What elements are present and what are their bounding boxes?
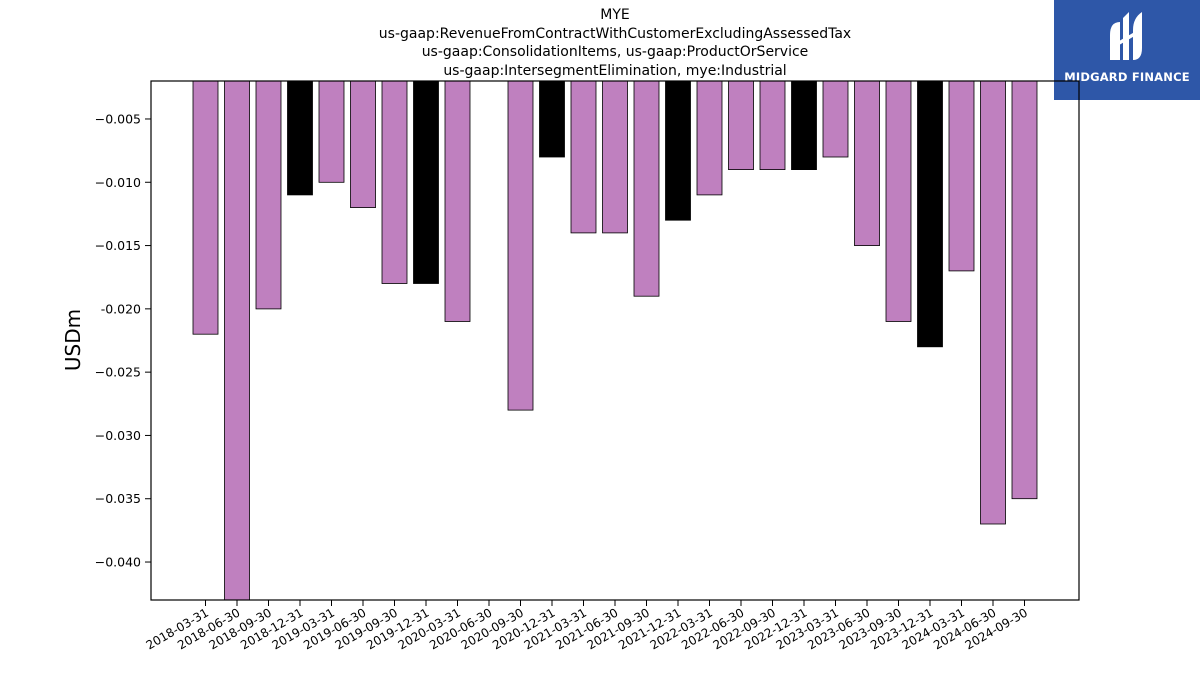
- bar-2019-12-31: [413, 81, 439, 284]
- chart-title-line: us-gaap:ConsolidationItems, us-gaap:Prod…: [421, 44, 809, 60]
- bar-2018-03-31: [192, 81, 219, 335]
- bar-2024-09-30: [1011, 81, 1038, 500]
- bar-2023-06-30: [854, 81, 880, 247]
- x-axis: 2018-03-312018-06-302018-09-302018-12-31…: [144, 600, 1030, 652]
- y-tick-label: −0.030: [95, 428, 141, 443]
- bar-2024-06-30: [980, 81, 1006, 525]
- bar-2023-03-31: [822, 81, 849, 158]
- bar-2021-03-31: [570, 81, 597, 234]
- bar-2020-03-31: [444, 81, 471, 322]
- bar-2019-06-30: [350, 81, 376, 208]
- bar-2019-09-30: [381, 81, 408, 284]
- bar-2024-03-31: [948, 81, 975, 272]
- bar-2022-09-30: [759, 81, 786, 170]
- chart-title: MYE us-gaap:RevenueFromContractWithCusto…: [215, 6, 1015, 80]
- y-tick-label: −0.015: [95, 238, 141, 253]
- bar-2022-12-31: [791, 81, 817, 170]
- bar-2019-03-31: [318, 81, 345, 183]
- bar-2020-12-31: [539, 81, 565, 158]
- y-axis-label: USDm: [61, 309, 85, 371]
- chart-title-line: us-gaap:IntersegmentElimination, mye:Ind…: [443, 62, 787, 79]
- y-tick-label: −0.040: [95, 555, 141, 570]
- bar-2023-09-30: [885, 81, 912, 322]
- bar-2018-06-30: [224, 81, 250, 600]
- y-tick-label: -0.020: [101, 301, 141, 316]
- midgard-finance-logo: MIDGARD FINANCE: [1054, 0, 1200, 100]
- bars-group: [192, 81, 1038, 600]
- bar-2022-03-31: [696, 81, 723, 196]
- logo-text: MIDGARD FINANCE: [1064, 70, 1190, 84]
- chart-title-line: MYE: [600, 7, 630, 23]
- y-tick-label: −0.005: [95, 111, 141, 126]
- y-tick-label: −0.035: [95, 491, 141, 506]
- y-tick-label: −0.010: [95, 175, 141, 190]
- y-tick-label: −0.025: [95, 365, 141, 380]
- bar-2021-06-30: [602, 81, 628, 234]
- bar-2021-09-30: [633, 81, 660, 297]
- bar-2018-12-31: [287, 81, 313, 196]
- chart-title-line: us-gaap:RevenueFromContractWithCustomerE…: [378, 25, 852, 42]
- midgard-logo-icon: [1110, 12, 1142, 60]
- bar-2018-09-30: [255, 81, 282, 310]
- bar-2022-06-30: [728, 81, 754, 170]
- y-axis: −0.005 −0.010 −0.015 -0.020 −0.025 −0.030 −0.0…: [95, 111, 151, 570]
- bar-2020-09-30: [507, 81, 534, 411]
- bar-2023-12-31: [917, 81, 943, 348]
- bar-2021-12-31: [665, 81, 691, 221]
